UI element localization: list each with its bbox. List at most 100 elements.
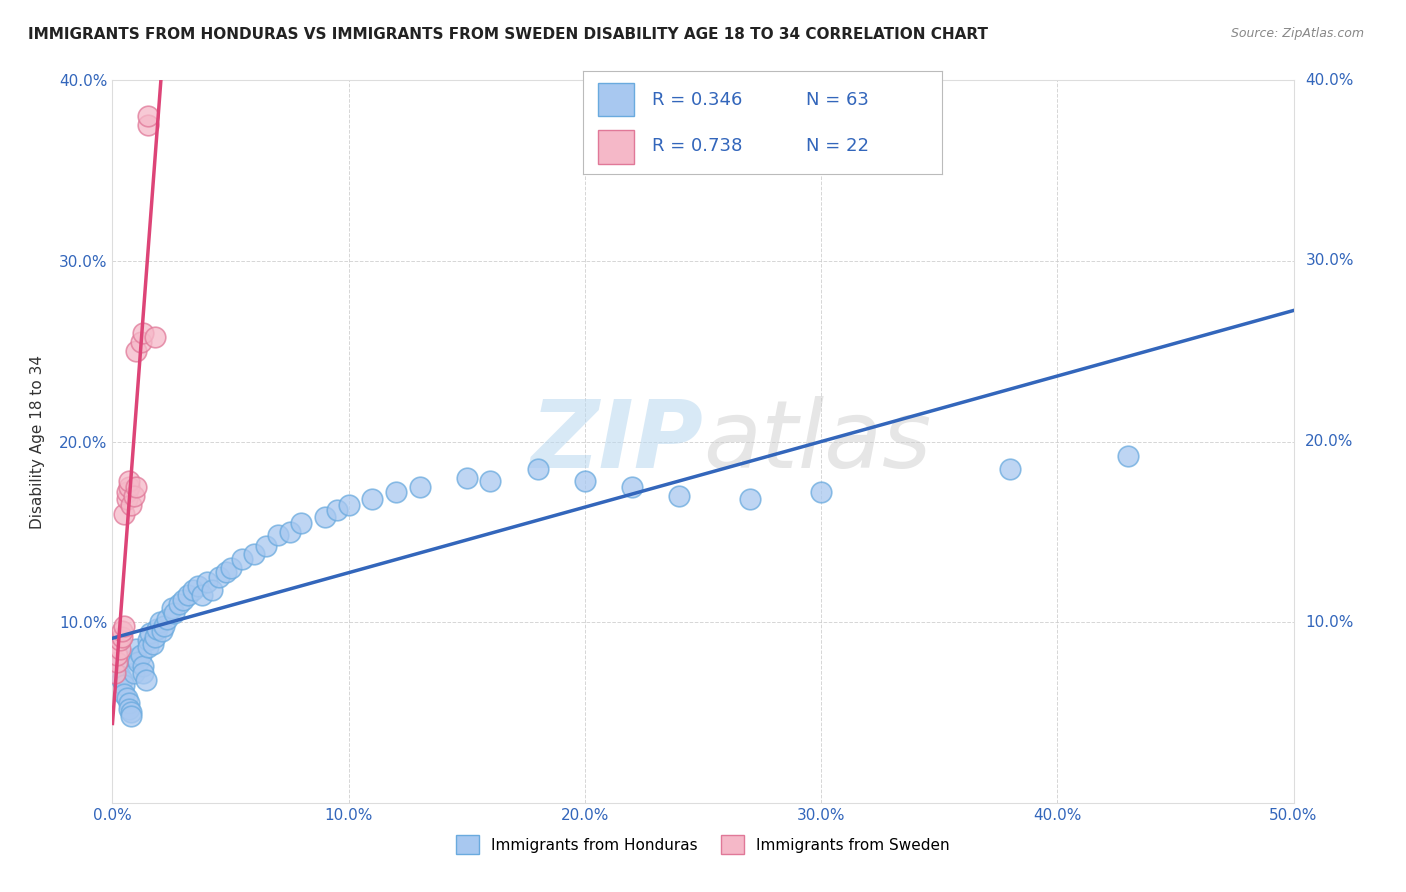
Point: [150, 624, 173, 639]
Point: [112, 619, 135, 633]
Legend: Immigrants from Honduras, Immigrants from Sweden: Immigrants from Honduras, Immigrants fro…: [450, 830, 956, 860]
Point: [105, 648, 128, 662]
Point: [361, 492, 384, 507]
Point: [115, 485, 138, 500]
Point: [408, 480, 430, 494]
Point: [163, 606, 186, 620]
Point: [337, 498, 360, 512]
Point: [195, 575, 218, 590]
Point: [668, 489, 690, 503]
Point: [112, 507, 135, 521]
Text: R = 0.346: R = 0.346: [651, 91, 742, 109]
Point: [136, 640, 159, 655]
Point: [105, 660, 128, 674]
Point: [278, 524, 301, 539]
Point: [129, 335, 152, 350]
Point: [129, 648, 152, 662]
Point: [132, 665, 155, 680]
Text: R = 0.738: R = 0.738: [651, 136, 742, 154]
Point: [574, 475, 596, 489]
Text: atlas: atlas: [703, 396, 931, 487]
Point: [160, 600, 183, 615]
Point: [115, 492, 138, 507]
Point: [326, 503, 349, 517]
Point: [314, 510, 336, 524]
Point: [621, 480, 644, 494]
Point: [149, 615, 172, 630]
Point: [112, 678, 135, 692]
Point: [112, 687, 135, 701]
Point: [125, 344, 148, 359]
Point: [115, 691, 138, 706]
Point: [111, 630, 134, 644]
Point: [191, 588, 214, 602]
Text: 10.0%: 10.0%: [1305, 615, 1354, 630]
Point: [125, 642, 148, 657]
Point: [122, 665, 145, 680]
Point: [810, 485, 832, 500]
Point: [267, 528, 290, 542]
Point: [108, 669, 131, 683]
Point: [104, 665, 127, 680]
Point: [125, 651, 148, 665]
Point: [146, 623, 169, 637]
Point: [118, 480, 141, 494]
Point: [125, 480, 148, 494]
Point: [127, 655, 149, 669]
Point: [181, 582, 204, 597]
Point: [108, 633, 131, 648]
Bar: [598, 83, 634, 117]
Point: [156, 611, 179, 625]
Point: [105, 655, 128, 669]
Point: [290, 516, 312, 530]
Point: [135, 673, 157, 687]
Text: 40.0%: 40.0%: [1305, 73, 1354, 87]
Point: [118, 697, 141, 711]
Point: [108, 642, 131, 657]
Point: [136, 633, 159, 648]
Text: Source: ZipAtlas.com: Source: ZipAtlas.com: [1230, 27, 1364, 40]
Text: ZIP: ZIP: [530, 395, 703, 488]
Point: [219, 561, 242, 575]
Point: [122, 489, 145, 503]
Point: [1116, 449, 1139, 463]
Point: [120, 706, 142, 720]
Point: [172, 593, 194, 607]
Point: [167, 597, 190, 611]
Point: [998, 461, 1021, 475]
Point: [143, 330, 166, 344]
Text: N = 63: N = 63: [806, 91, 869, 109]
Point: [153, 619, 176, 633]
Point: [142, 637, 165, 651]
Text: N = 22: N = 22: [806, 136, 869, 154]
Point: [118, 702, 141, 716]
Point: [143, 630, 166, 644]
Point: [132, 326, 155, 340]
Point: [120, 709, 142, 723]
Point: [177, 588, 200, 602]
Point: [526, 461, 548, 475]
Point: [231, 552, 253, 566]
Bar: [598, 130, 634, 163]
Point: [456, 471, 478, 485]
Point: [479, 475, 502, 489]
Point: [120, 498, 142, 512]
Point: [136, 109, 159, 123]
Point: [118, 475, 141, 489]
Point: [111, 673, 134, 687]
Point: [186, 579, 208, 593]
Point: [208, 570, 231, 584]
Text: IMMIGRANTS FROM HONDURAS VS IMMIGRANTS FROM SWEDEN DISABILITY AGE 18 TO 34 CORRE: IMMIGRANTS FROM HONDURAS VS IMMIGRANTS F…: [28, 27, 988, 42]
Point: [201, 582, 224, 597]
Point: [740, 492, 762, 507]
Point: [254, 539, 277, 553]
Point: [139, 626, 162, 640]
Point: [132, 658, 155, 673]
Point: [215, 565, 238, 579]
Text: 20.0%: 20.0%: [1305, 434, 1354, 449]
Point: [136, 119, 159, 133]
Point: [111, 624, 134, 639]
Point: [385, 485, 408, 500]
Y-axis label: Disability Age 18 to 34: Disability Age 18 to 34: [31, 354, 45, 529]
Point: [243, 547, 266, 561]
